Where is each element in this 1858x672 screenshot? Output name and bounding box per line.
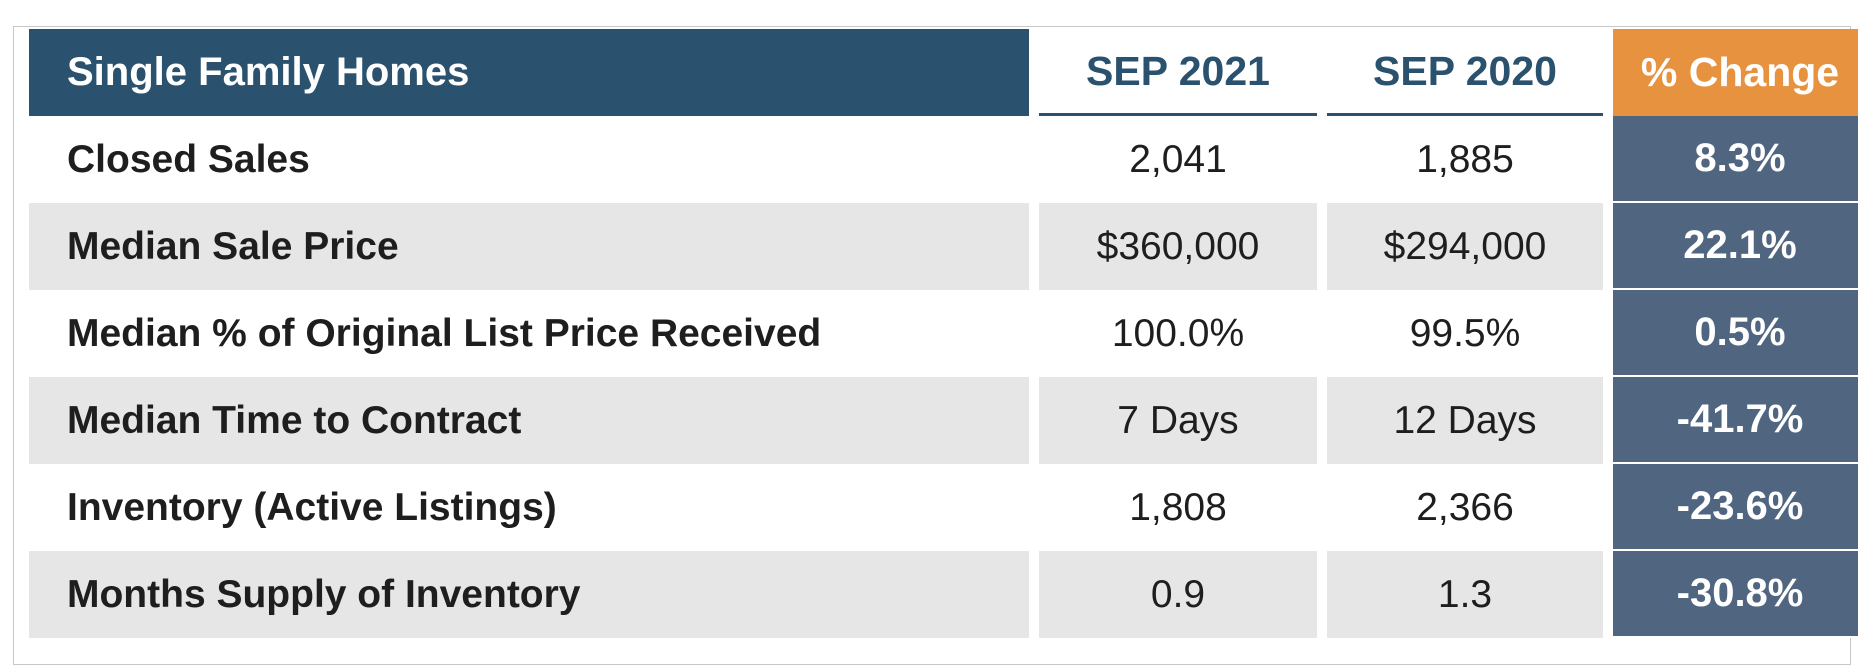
row-pct-change: -30.8% <box>1613 551 1858 638</box>
header-sep-2020: SEP 2020 <box>1327 29 1603 116</box>
row-metric: Months Supply of Inventory <box>29 551 1029 638</box>
row-value-sep-2020: 1,885 <box>1416 137 1514 181</box>
row-metric: Median Time to Contract <box>29 377 1029 464</box>
row-value-sep-2020: 1.3 <box>1327 551 1603 638</box>
row-pct-change: 22.1% <box>1613 203 1858 290</box>
row-metric: Median % of Original List Price Received <box>67 311 822 355</box>
row-value-sep-2021: 7 Days <box>1039 377 1317 464</box>
header-pct-change: % Change <box>1613 29 1858 116</box>
row-metric: Closed Sales <box>67 137 310 181</box>
row-pct-change: -41.7% <box>1613 377 1858 464</box>
row-pct-change: 0.5% <box>1613 290 1858 377</box>
row-value-sep-2021: 2,041 <box>1129 137 1227 181</box>
header-category: Single Family Homes <box>29 29 1029 116</box>
row-value-sep-2021: 1,808 <box>1129 485 1227 529</box>
header-sep-2021: SEP 2021 <box>1039 29 1317 116</box>
row-value-sep-2020: 2,366 <box>1416 485 1514 529</box>
row-value-sep-2020: 12 Days <box>1327 377 1603 464</box>
row-pct-change: -23.6% <box>1613 464 1858 551</box>
row-value-sep-2020: 99.5% <box>1409 311 1521 355</box>
row-value-sep-2021: 100.0% <box>1111 311 1245 355</box>
row-value-sep-2020: $294,000 <box>1327 203 1603 290</box>
row-metric: Median Sale Price <box>29 203 1029 290</box>
row-pct-change: 8.3% <box>1613 116 1858 203</box>
market-stats-table: Single Family Homes SEP 2021 SEP 2020 % … <box>13 26 1858 665</box>
row-value-sep-2021: $360,000 <box>1039 203 1317 290</box>
row-value-sep-2021: 0.9 <box>1039 551 1317 638</box>
row-metric: Inventory (Active Listings) <box>67 485 557 529</box>
